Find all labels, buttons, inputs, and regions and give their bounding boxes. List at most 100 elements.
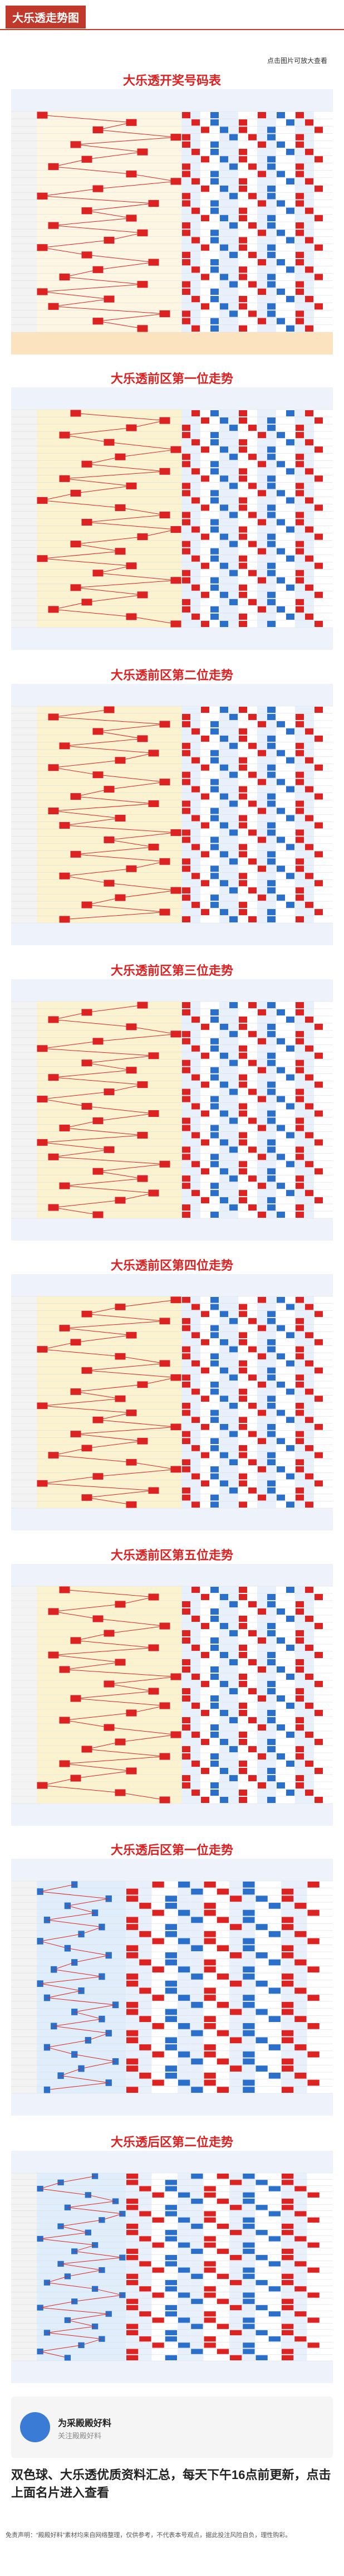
hit-cell: [81, 155, 92, 163]
stat-mark: [296, 1608, 304, 1615]
stat-mark: [258, 519, 266, 526]
stat-mark: [277, 1183, 285, 1189]
trend-table[interactable]: [11, 2151, 333, 2383]
stat-mark: [191, 873, 200, 879]
trend-line: [67, 2201, 116, 2208]
trend-line: [40, 1933, 82, 1942]
stat-mark: [267, 156, 276, 163]
stat-mark: [277, 895, 285, 901]
stat-mark: [258, 1695, 266, 1702]
hit-cell: [148, 1052, 159, 1059]
stat-mark: [204, 2286, 216, 2292]
stat-mark: [267, 475, 276, 482]
stat-mark: [217, 2174, 229, 2179]
trend-line: [40, 1983, 82, 1991]
hit-cell: [137, 1131, 148, 1139]
stat-mark: [239, 504, 247, 511]
stat-mark: [165, 2311, 177, 2317]
trend-line: [131, 1026, 176, 1034]
stat-mark: [248, 1775, 257, 1781]
trend-line: [42, 188, 99, 197]
stat-mark: [296, 288, 304, 295]
stat-mark: [165, 1959, 177, 1966]
stat-mark: [191, 237, 200, 244]
stat-mark: [282, 1888, 294, 1895]
stat-mark: [210, 325, 219, 332]
stat-mark: [248, 742, 257, 749]
trend-table[interactable]: [11, 979, 333, 1241]
stat-mark: [210, 728, 219, 735]
stat-mark: [182, 141, 190, 148]
trend-table[interactable]: [11, 1564, 333, 1826]
stat-mark: [258, 318, 266, 324]
trend-table[interactable]: [11, 1859, 333, 2116]
stat-mark: [204, 2023, 216, 2029]
trend-line: [42, 1342, 76, 1350]
stat-mark: [296, 1695, 304, 1702]
stat-mark: [286, 149, 294, 155]
stat-mark: [267, 1768, 276, 1774]
stat-mark: [296, 1175, 304, 1182]
trend-table[interactable]: [11, 684, 333, 945]
stat-mark: [286, 1417, 294, 1423]
trend-table[interactable]: [11, 1274, 333, 1530]
stat-mark: [220, 764, 228, 771]
stat-mark: [239, 178, 247, 184]
stat-mark: [139, 2236, 151, 2242]
stat-mark: [243, 2001, 255, 2008]
footer-rows: [11, 2093, 333, 2116]
stat-mark: [314, 1480, 323, 1486]
stat-mark: [230, 2279, 242, 2286]
stat-mark: [201, 303, 209, 310]
stat-mark: [243, 2192, 255, 2198]
stat-mark: [267, 793, 276, 800]
profile-card[interactable]: 为采殿殿好料 关注殿殿好料: [11, 2397, 333, 2458]
stat-mark: [239, 822, 247, 829]
stat-mark: [204, 1882, 216, 1888]
stat-mark: [126, 1952, 139, 1958]
stat-mark: [282, 2273, 294, 2279]
stat-mark: [230, 1924, 242, 1930]
stat-mark: [152, 2217, 164, 2223]
trend-table[interactable]: [11, 387, 333, 650]
hit-cell: [126, 1331, 137, 1339]
stat-mark: [126, 2030, 139, 2037]
trend-table[interactable]: [11, 89, 333, 354]
trend-line: [53, 803, 154, 811]
stat-mark: [258, 1494, 266, 1501]
stat-mark: [182, 1325, 190, 1331]
trend-line: [109, 1684, 154, 1692]
stat-mark: [282, 2230, 294, 2235]
stat-mark: [210, 178, 219, 184]
stat-mark: [282, 2180, 294, 2185]
stat-mark: [182, 599, 190, 605]
trend-line: [64, 876, 110, 884]
stat-mark: [210, 750, 219, 756]
stat-mark: [277, 1637, 285, 1644]
stat-mark: [258, 259, 266, 266]
stat-mark: [296, 541, 304, 547]
stat-mark: [243, 1974, 255, 1980]
trend-line: [142, 1377, 176, 1385]
stat-mark: [286, 757, 294, 764]
stat-mark: [210, 200, 219, 207]
stat-mark: [191, 266, 200, 273]
stat-mark: [305, 410, 313, 417]
stat-mark: [268, 2311, 281, 2317]
stat-mark: [282, 1924, 294, 1930]
stat-mark: [165, 2009, 177, 2015]
stat-mark: [296, 887, 304, 894]
stat-mark: [314, 851, 323, 858]
hit-cell: [119, 2292, 126, 2298]
trend-line: [109, 442, 176, 450]
stat-mark: [191, 2223, 203, 2229]
stat-mark: [277, 1325, 285, 1331]
stat-mark: [230, 2255, 242, 2261]
trend-line: [67, 2313, 109, 2321]
stat-mark: [296, 858, 304, 865]
stat-mark: [296, 1438, 304, 1444]
hit-cell: [92, 1038, 104, 1045]
hit-cell: [70, 850, 81, 858]
stat-mark: [255, 1895, 268, 1902]
stat-mark: [210, 1212, 219, 1218]
